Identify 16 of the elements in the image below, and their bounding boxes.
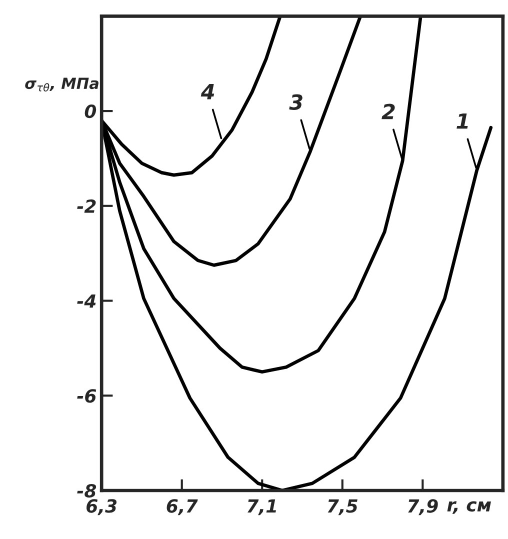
y-axis-title: σ$_{τθ}$, МПа	[25, 78, 98, 92]
annotation: 3	[289, 94, 302, 110]
annotation: 4	[200, 84, 214, 100]
x-tick-label: 7,1	[248, 499, 276, 516]
y-tick-label: -6	[77, 389, 96, 403]
x-axis-title: r, см	[447, 501, 491, 514]
y-tick-label: -2	[77, 199, 96, 213]
annotation: 2	[382, 104, 395, 120]
x-tick-label: 6,7	[166, 499, 198, 516]
y-tick-label: -8	[77, 484, 96, 498]
y-tick-label: 0	[84, 104, 96, 118]
y-tick-label: -4	[77, 294, 96, 308]
x-tick-label: 7,5	[328, 499, 358, 516]
annotation: 1	[456, 113, 468, 129]
x-tick-label: 6,3	[86, 499, 117, 516]
x-tick-label: 7,9	[408, 499, 438, 516]
